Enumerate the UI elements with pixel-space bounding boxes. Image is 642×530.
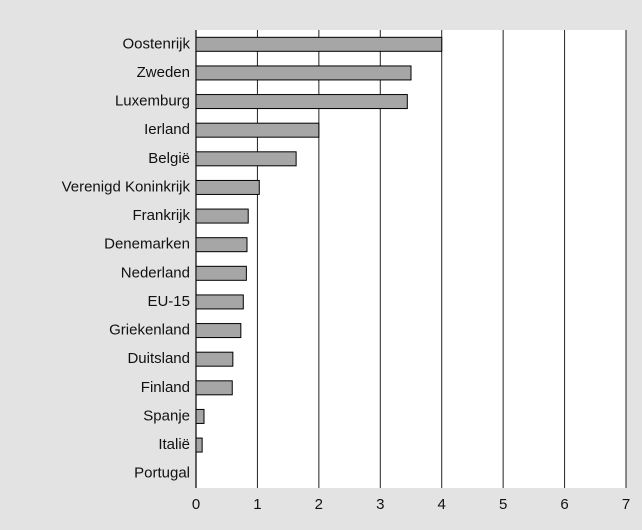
y-tick-label: Griekenland: [109, 322, 190, 339]
y-tick-label: Verenigd Koninkrijk: [62, 178, 191, 195]
bar: [195, 265, 247, 281]
x-tick-label: 5: [499, 496, 507, 513]
x-tick-label: 3: [376, 496, 384, 513]
bar: [195, 151, 297, 167]
bar: [195, 294, 244, 310]
y-tick-label: Denemarken: [104, 236, 190, 253]
y-tick-label: EU-15: [147, 293, 190, 310]
y-tick-label: Luxemburg: [115, 93, 190, 110]
bar: [195, 437, 203, 453]
y-tick-label: Portugal: [134, 465, 190, 482]
x-tick-label: 2: [315, 496, 323, 513]
bar: [195, 380, 233, 396]
x-tick-label: 6: [560, 496, 568, 513]
x-tick-label: 4: [438, 496, 446, 513]
bar: [195, 94, 408, 110]
x-tick-label: 1: [253, 496, 261, 513]
bar: [195, 179, 260, 195]
bar: [195, 65, 412, 81]
bar: [195, 36, 443, 52]
y-tick-label: Oostenrijk: [122, 35, 190, 52]
bar: [195, 351, 234, 367]
x-tick-label: 0: [192, 496, 200, 513]
y-tick-label: België: [148, 150, 190, 167]
bar: [195, 208, 249, 224]
y-tick-label: Zweden: [137, 64, 190, 81]
y-tick-label: Frankrijk: [132, 207, 190, 224]
y-tick-label: Finland: [141, 379, 190, 396]
bar: [195, 408, 205, 424]
y-tick-label: Spanje: [143, 407, 190, 424]
bar: [195, 237, 248, 253]
y-tick-label: Italië: [158, 436, 190, 453]
bar: [195, 323, 242, 339]
y-tick-label: Nederland: [121, 264, 190, 281]
y-tick-label: Ierland: [144, 121, 190, 138]
y-tick-label: Duitsland: [127, 350, 190, 367]
x-tick-label: 7: [622, 496, 630, 513]
bar: [195, 122, 320, 138]
